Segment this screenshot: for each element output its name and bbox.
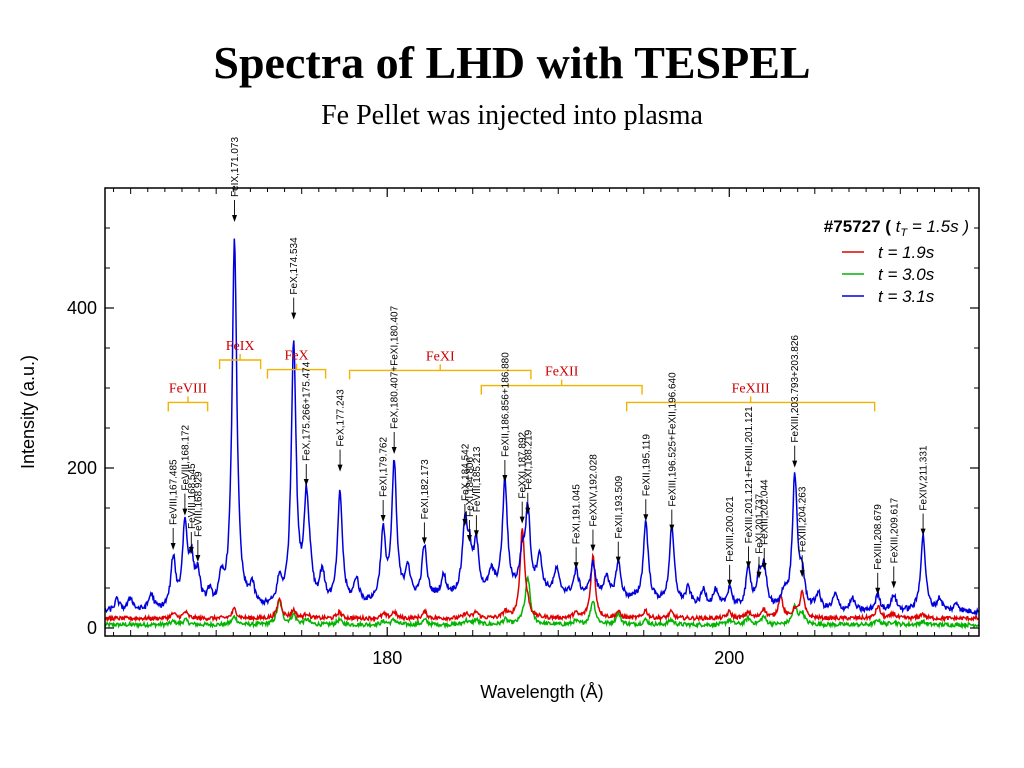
- peak-arrow-head: [232, 215, 238, 222]
- ion-group-label: FeIX: [226, 339, 255, 354]
- peak-label: FeXXIV,192.028: [588, 454, 599, 527]
- peak-label: FeIX,171.073: [230, 137, 241, 197]
- peak-label: FeXXI,187.892: [518, 431, 529, 498]
- peak-label: FeXIII,202.044: [760, 479, 771, 545]
- ion-group-label: FeXI: [426, 349, 455, 364]
- series-line-t30: [105, 575, 979, 630]
- peak-arrow-head: [195, 555, 201, 562]
- y-axis-label: Intensity (a.u.): [18, 355, 38, 469]
- peak-label: FeXIII,203.793+203.826: [790, 335, 801, 443]
- peak-label: FeVIII,168.929: [193, 471, 204, 537]
- plot-frame: [104, 187, 980, 637]
- peak-label: FeX,184.542: [460, 443, 471, 501]
- peak-arrow-head: [473, 530, 479, 538]
- ion-group-bracket: [625, 396, 876, 412]
- peak-label: FeXII,195.119: [641, 434, 652, 497]
- peak-label: FeXI,184.806: [465, 457, 476, 517]
- peak-label: FeXIII,209.617: [889, 497, 900, 563]
- peak-arrow-head: [799, 570, 805, 578]
- peak-arrow-head: [573, 562, 579, 570]
- peak-arrow-head: [421, 537, 427, 545]
- peak-label: FeX,175.266+175.474: [302, 361, 313, 461]
- peak-arrow-head: [745, 561, 751, 569]
- ion-group-label: FeXII: [545, 365, 579, 380]
- x-tick-label: 180: [372, 648, 402, 668]
- peak-arrow-head: [391, 447, 397, 454]
- peak-label: FeVIII,168.172: [180, 425, 191, 491]
- peak-label: FeXI,191.045: [572, 484, 583, 544]
- ion-group-bracket: [480, 379, 643, 395]
- peak-label: FeXII,186.856+186.880: [500, 352, 511, 457]
- axis-layer: 180 200 0 200 400 Wavelength (Å) Intensity (a.…: [18, 187, 979, 702]
- peak-arrow-head: [502, 475, 508, 482]
- y-tick-label: 400: [67, 298, 97, 318]
- peak-arrow-head: [891, 581, 897, 589]
- peak-label: FeVIII,167.485: [169, 459, 180, 525]
- peak-label: FeVIII,168.545: [187, 463, 198, 529]
- peak-arrow-head: [643, 514, 649, 522]
- peak-arrow-head: [792, 460, 798, 468]
- peak-label: FeXIII,208.679: [873, 504, 884, 570]
- peak-label: FeXIII,201.121+FeXIII,201.121: [744, 406, 755, 543]
- legend-entry: t = 3.1s: [878, 287, 935, 306]
- peak-arrow-head: [380, 515, 386, 522]
- peak-label-layer: FeVIII,167.485FeVIII,168.172FeVIII,168.5…: [169, 137, 930, 595]
- ion-group-label: FeXIII: [732, 381, 770, 396]
- series-line-t31: [105, 238, 979, 617]
- peak-arrow-head: [590, 544, 596, 552]
- peak-arrow-head: [519, 516, 525, 524]
- peak-arrow-head: [337, 464, 343, 472]
- peak-label: FeVIII,185.213: [472, 446, 483, 512]
- peak-label: FeXII,193.509: [614, 475, 625, 538]
- peak-label: FeXI,188.219: [523, 429, 534, 489]
- peak-arrow-head: [525, 507, 531, 515]
- peak-label: FeXIII,200.021: [725, 496, 736, 562]
- ion-group-bracket: [218, 354, 262, 369]
- x-tick-label: 200: [714, 648, 744, 668]
- peak-label: FeX,177.243: [336, 389, 347, 447]
- peak-arrow-head: [920, 528, 926, 536]
- peak-label: FeX,174.534: [289, 237, 300, 295]
- ion-group-bracket: [348, 364, 532, 380]
- peak-label: FeXIV,211.331: [919, 445, 930, 510]
- peak-arrow-head: [756, 571, 762, 579]
- peak-arrow-head: [182, 508, 188, 516]
- ion-group-label: FeVIII: [169, 381, 207, 396]
- peak-arrow-head: [761, 563, 767, 570]
- y-tick-label: 0: [87, 618, 97, 638]
- series-layer: [105, 238, 979, 630]
- peak-label: FeXI,201.737: [754, 493, 765, 553]
- peak-label: FeXIII,196.525+FeXII,196.640: [667, 372, 678, 507]
- series-line-t19: [105, 528, 979, 623]
- ion-group-label: FeX: [284, 349, 308, 364]
- legend: #75727 ( tT = 1.5s ) t = 1.9s t = 3.0s t = …: [824, 217, 969, 306]
- ion-group-bracket: [266, 363, 327, 379]
- legend-entry: t = 1.9s: [878, 243, 935, 262]
- peak-arrow-head: [303, 479, 309, 486]
- slide-title: Spectra of LHD with TESPEL: [213, 37, 811, 88]
- ion-group-bracket: [167, 396, 209, 412]
- peak-label: FeXIII,204.263: [798, 486, 809, 552]
- peak-arrow-head: [170, 543, 176, 550]
- peak-arrow-head: [875, 587, 881, 595]
- ion-group-layer: FeVIII FeIX FeX FeXI FeXII FeXIII: [167, 339, 876, 412]
- legend-entry: t = 3.0s: [878, 265, 935, 284]
- legend-title: #75727 ( tT = 1.5s ): [824, 217, 969, 239]
- y-tick-label: 200: [67, 458, 97, 478]
- peak-arrow-head: [615, 556, 621, 564]
- peak-label: FeX,180.407+FeXI,180.407: [390, 305, 401, 429]
- peak-label: FeXI,182.173: [420, 459, 431, 519]
- peak-label: FeXI,179.762: [379, 437, 390, 497]
- slide-subtitle: Fe Pellet was injected into plasma: [321, 100, 703, 131]
- peak-arrow-head: [466, 535, 472, 542]
- x-axis-label: Wavelength (Å): [480, 682, 603, 702]
- peak-arrow-head: [188, 547, 194, 554]
- peak-arrow-head: [462, 519, 468, 526]
- peak-arrow-head: [669, 524, 675, 532]
- peak-arrow-head: [291, 312, 297, 320]
- peak-arrow-head: [727, 579, 733, 587]
